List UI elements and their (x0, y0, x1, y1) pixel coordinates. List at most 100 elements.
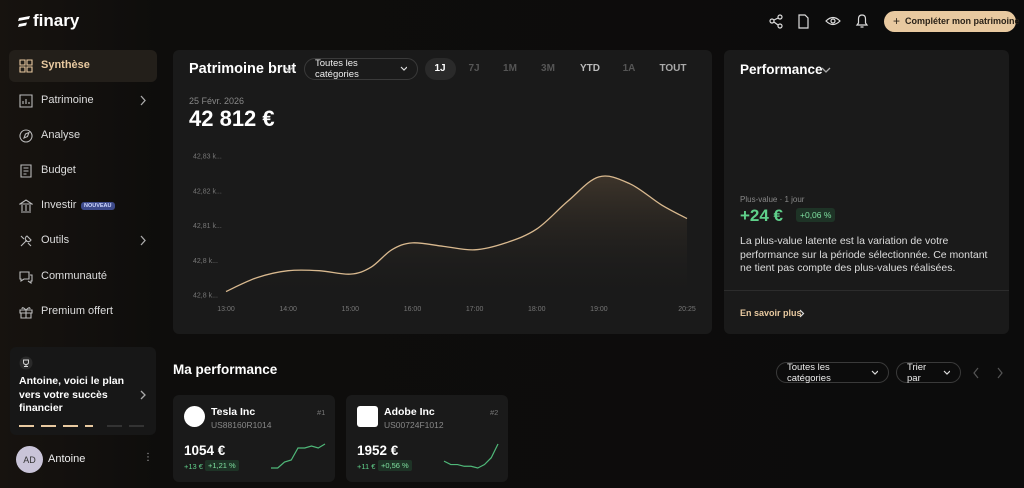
nav-icon (19, 199, 33, 213)
nav-icon (20, 235, 32, 247)
icon-shape (19, 129, 33, 143)
icon-shape (20, 164, 32, 178)
y-tick-label: 42,83 k... (193, 154, 222, 161)
period-option[interactable]: 3M (541, 63, 555, 74)
x-tick-label: 14:00 (279, 306, 297, 313)
asset-logo (184, 406, 205, 427)
brand[interactable]: finary (33, 11, 80, 30)
nav-chevrons (140, 95, 146, 246)
nav-icon (19, 271, 33, 284)
cta-plus-icon: + (893, 14, 901, 28)
nav-active-bg (9, 50, 157, 82)
plan-card-text[interactable]: Antoine, voici le plan vers votre succès… (19, 375, 125, 414)
user-avatar[interactable]: AD (16, 446, 43, 473)
sparkline-line (271, 443, 326, 469)
period-option[interactable]: YTD (580, 63, 600, 74)
nav-item[interactable]: Budget (41, 164, 76, 176)
asset-change: +11 € (357, 462, 376, 471)
asset-value: 1054 € (184, 443, 226, 458)
nav-item[interactable]: Premium offert (41, 305, 113, 317)
x-tick-label: 17:00 (466, 306, 484, 313)
line (225, 175, 688, 293)
user-menu[interactable]: ⋮ (143, 452, 153, 463)
sort-label: Trier par (907, 361, 927, 384)
trophy-icon (19, 356, 33, 370)
cta-label[interactable]: Compléter mon patrimoine (905, 16, 1020, 26)
asset-rank: #1 (317, 408, 326, 417)
asset-isin: US88160R1014 (211, 420, 272, 430)
plan-chevron (140, 390, 146, 400)
x-tick-label: 19:00 (590, 306, 608, 313)
link-chevron (799, 309, 805, 318)
category-filter[interactable]: Toutes les catégories (776, 361, 889, 384)
filter-label: Toutes les catégories (787, 361, 831, 384)
y-tick-label: 42,8 k... (193, 293, 218, 300)
section-title: Ma performance (173, 362, 278, 377)
nav-icon (19, 307, 33, 319)
nav-item[interactable]: Investir (41, 199, 77, 211)
logo-icon (18, 16, 30, 27)
category-filter[interactable]: Toutes les catégories (304, 58, 418, 80)
filter-label: Toutes les catégories (315, 58, 359, 80)
plan-progress (19, 425, 144, 427)
divider (724, 290, 1009, 291)
pager-arrows[interactable] (972, 367, 1004, 379)
x-tick-label: 18:00 (528, 306, 546, 313)
cta-button[interactable] (884, 11, 1016, 32)
nav-icon (19, 129, 33, 143)
period-option[interactable]: 1J (434, 63, 446, 74)
y-tick-label: 42,81 k... (193, 223, 222, 230)
learn-more-link[interactable]: En savoir plus (740, 308, 802, 318)
performance-title[interactable]: Performance (740, 62, 823, 77)
sparkline (271, 443, 326, 469)
period-option[interactable]: TOUT (659, 63, 687, 74)
perf-label: Plus-value · 1 jour (740, 195, 805, 204)
asset-change: +13 € (184, 462, 203, 471)
sparkline (443, 443, 499, 469)
chart-date: 25 Févr. 2026 (189, 96, 245, 106)
patrimoine-title[interactable]: Patrimoine brut (189, 61, 297, 77)
sparkline-line (443, 443, 499, 469)
asset-name: Adobe Inc (384, 406, 435, 418)
nav-item[interactable]: Outils (41, 234, 70, 246)
asset-logo (357, 406, 378, 427)
y-tick-label: 42,8 k... (193, 258, 218, 265)
asset-rank: #2 (490, 408, 499, 417)
perf-pct: +0,06 % (796, 208, 836, 222)
perf-value: +24 € (740, 206, 784, 225)
nav-icon (19, 94, 33, 108)
area (226, 176, 687, 303)
x-tick-label: 20:25 (678, 306, 696, 313)
title-chevron (821, 67, 831, 73)
performance-card (724, 50, 1009, 334)
nav-item[interactable]: Patrimoine (41, 94, 94, 106)
total-value: 42 812 € (189, 106, 275, 131)
x-tick-label: 16:00 (404, 306, 422, 313)
asset-isin: US00724F1012 (384, 420, 444, 430)
plan-card[interactable] (10, 347, 156, 435)
icon-shape (20, 235, 32, 247)
chevron (400, 66, 407, 71)
asset-value: 1952 € (357, 443, 399, 458)
chevron (871, 370, 878, 375)
period-option[interactable]: 1M (503, 63, 517, 74)
x-tick-label: 15:00 (342, 306, 360, 313)
icon-shape (19, 307, 33, 319)
period-option[interactable]: 7J (468, 63, 480, 74)
perf-description: La plus-value latente est la variation d… (740, 235, 988, 274)
sort-button[interactable]: Trier par (896, 361, 961, 384)
patrimoine-chart: 42,83 k... 42,82 k... 42,81 k... 42,8 k... 4… (193, 154, 696, 314)
icon-shape (19, 94, 33, 108)
asset-pct: +1,21 % (205, 460, 239, 471)
top-icons[interactable] (769, 14, 869, 30)
nav-badge: NOUVEAU (81, 202, 115, 210)
nav-icon (20, 164, 32, 178)
period-active-bg (425, 58, 456, 80)
title-chevron (284, 66, 294, 72)
nav-item[interactable]: Analyse (41, 129, 81, 141)
nav-item[interactable]: Synthèse (41, 59, 90, 71)
nav-item[interactable]: Communauté (41, 270, 108, 282)
user-name[interactable]: Antoine (48, 453, 86, 465)
period-option[interactable]: 1A (622, 63, 636, 74)
